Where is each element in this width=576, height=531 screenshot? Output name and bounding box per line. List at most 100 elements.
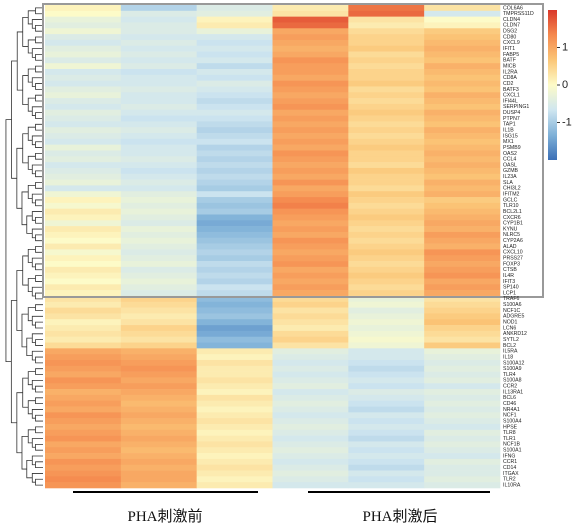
cell	[120, 121, 197, 128]
row-label: SP140	[503, 285, 519, 291]
cell	[120, 272, 197, 279]
cell	[196, 482, 273, 489]
cell	[196, 307, 273, 314]
cell	[196, 237, 273, 244]
cell	[45, 255, 122, 262]
cell	[120, 150, 197, 157]
row-label: S100A6	[503, 302, 522, 308]
cell	[272, 336, 349, 343]
cell	[196, 150, 273, 157]
cell	[424, 109, 501, 116]
cell	[348, 394, 425, 402]
colorbar-label: 0	[562, 79, 568, 91]
cell	[348, 28, 425, 35]
cell	[424, 39, 501, 47]
cell	[348, 284, 425, 291]
cell	[272, 365, 349, 372]
cell	[45, 447, 122, 454]
dendrogram-branch	[35, 123, 43, 131]
cell	[45, 406, 122, 413]
dendrogram-branch	[5, 119, 12, 363]
cell	[272, 63, 349, 70]
row-label: S100A1	[503, 448, 522, 454]
row-label: FABP5	[503, 52, 519, 58]
cell	[120, 406, 197, 413]
cell	[348, 348, 425, 355]
cell	[348, 86, 425, 93]
row-label: TLR4	[503, 372, 516, 378]
cell	[272, 255, 349, 262]
cell	[45, 197, 122, 204]
row-label: IFIT1	[503, 46, 515, 52]
cell	[272, 476, 349, 483]
cell	[348, 464, 425, 471]
cell	[424, 45, 501, 52]
dendrogram-branch	[35, 304, 43, 311]
cell	[272, 57, 349, 64]
cell	[272, 464, 349, 471]
dendrogram-branch	[27, 97, 36, 112]
cell	[196, 429, 273, 436]
cell	[348, 330, 425, 337]
cell	[348, 458, 425, 466]
dendrogram-branch	[35, 199, 43, 207]
dendrogram-branch	[35, 36, 43, 44]
cell	[424, 371, 501, 378]
cell	[348, 278, 425, 285]
dendrogram-branch	[27, 184, 36, 199]
cell	[196, 34, 273, 41]
dendrogram-branch	[27, 249, 36, 263]
cell	[272, 208, 349, 215]
cell	[348, 237, 425, 244]
cell	[348, 255, 425, 262]
cell	[45, 226, 122, 233]
row-label: BATF	[503, 58, 516, 64]
row-label: LCP1	[503, 290, 516, 296]
group-label: PHA刺激后	[362, 508, 437, 525]
cell	[348, 220, 425, 227]
dendrogram-branch	[35, 65, 43, 73]
row-label: GCLC	[503, 197, 518, 203]
dendrogram-branch	[31, 211, 43, 221]
cell	[348, 39, 425, 47]
cell	[348, 74, 425, 81]
cell	[120, 80, 197, 87]
cell	[272, 383, 349, 390]
cell	[45, 412, 122, 419]
cell	[196, 278, 273, 285]
row-label: CLDN7	[503, 23, 520, 29]
cell	[424, 16, 501, 23]
cell	[348, 156, 425, 163]
row-label: DUSP4	[503, 110, 520, 116]
row-label: GZMB	[503, 168, 519, 174]
row-label: S100A12	[503, 360, 524, 366]
cell	[424, 127, 501, 134]
cell	[272, 418, 349, 425]
cell	[120, 290, 197, 297]
cell	[424, 359, 501, 367]
cell	[196, 191, 273, 198]
cell	[348, 109, 425, 116]
dendrogram-branch	[31, 228, 43, 239]
cell	[424, 458, 501, 466]
dendrogram-branch	[35, 263, 43, 271]
cell	[348, 470, 425, 477]
cell	[424, 69, 501, 76]
row-label: CXCL9	[503, 40, 520, 46]
cell	[424, 214, 501, 221]
cell	[424, 435, 501, 442]
cell	[196, 10, 273, 17]
cell	[348, 336, 425, 343]
cell	[424, 249, 501, 256]
cell	[424, 51, 501, 58]
cell	[45, 63, 122, 70]
dendrogram-branch	[26, 459, 33, 479]
cell	[196, 336, 273, 343]
cell	[196, 226, 273, 233]
dendrogram-branch	[35, 478, 43, 486]
row-label: NCF1B	[503, 442, 521, 448]
cell	[196, 266, 273, 273]
cell	[120, 92, 197, 99]
cell	[196, 325, 273, 332]
